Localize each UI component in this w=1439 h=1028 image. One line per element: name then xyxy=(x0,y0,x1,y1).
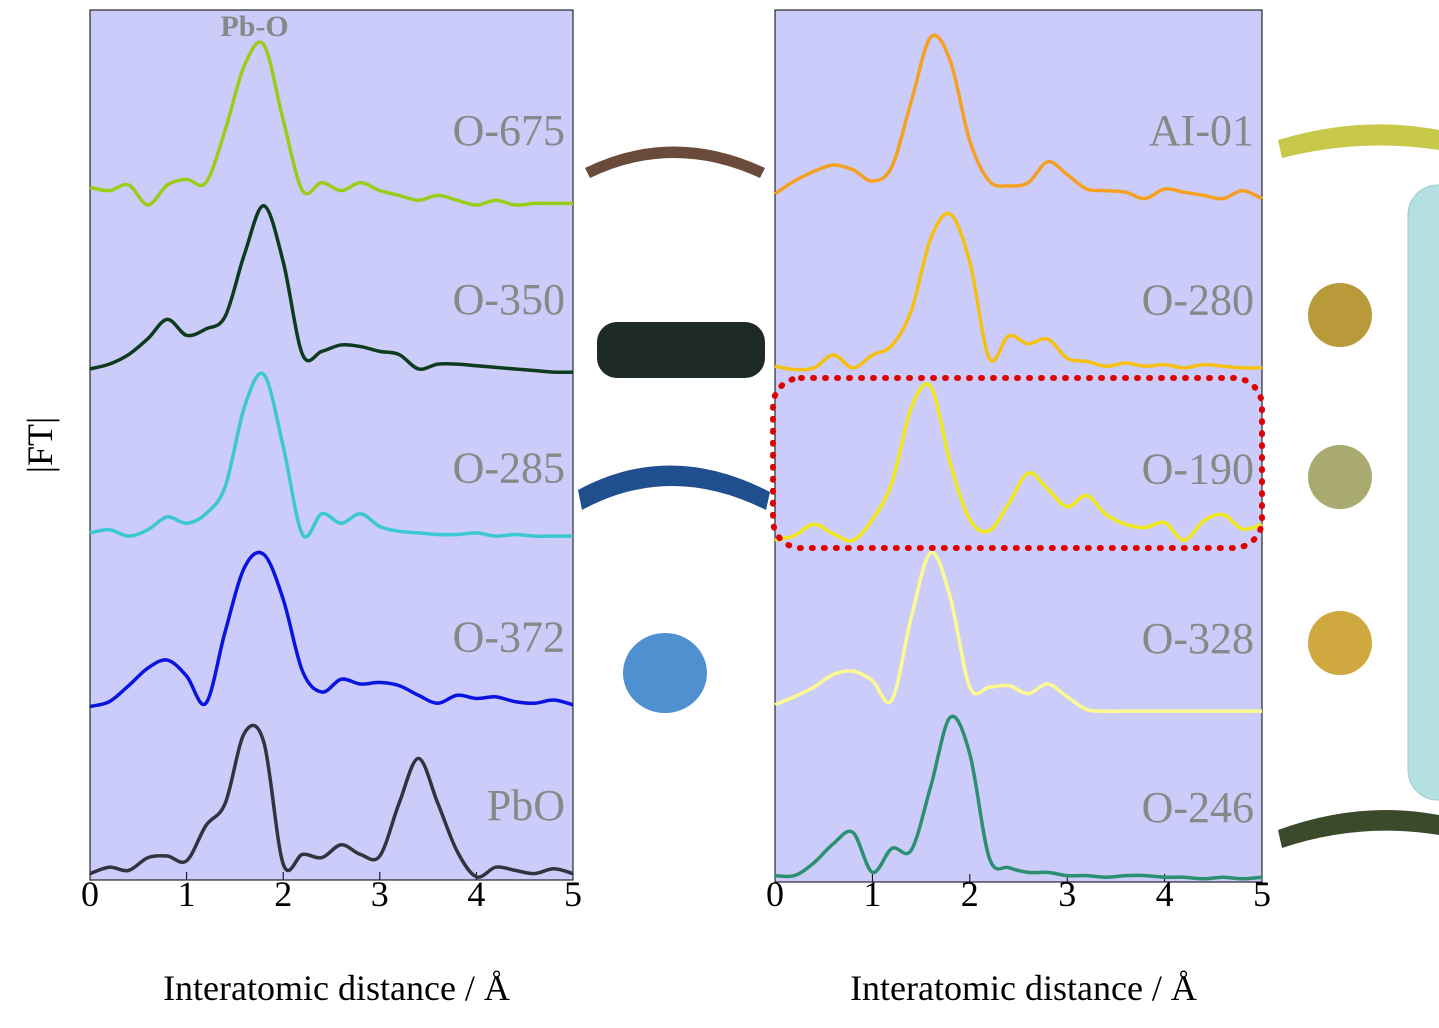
x-axis-label: Interatomic distance / Å xyxy=(163,968,510,1008)
ft-curve xyxy=(89,371,573,539)
x-tick-label: 0 xyxy=(766,874,784,914)
sample-photo xyxy=(1278,124,1439,158)
panel-background xyxy=(774,9,1263,883)
series-label: O-372 xyxy=(453,612,565,661)
series-label: O-246 xyxy=(1142,783,1254,832)
plot-layer: 0 1 2 3 4 5 Interatomic distance / Å |FT| Pb-O O-… xyxy=(20,10,1271,1008)
x-axis-label: Interatomic distance / Å xyxy=(850,968,1197,1008)
x-tick-label: 5 xyxy=(564,874,582,914)
ft-curve xyxy=(89,550,574,709)
x-tick-label: 4 xyxy=(1156,874,1174,914)
sample-photo xyxy=(597,322,765,378)
x-tick-label: 3 xyxy=(371,874,389,914)
sample-photo xyxy=(1308,445,1372,509)
x-tick-label: 2 xyxy=(274,874,292,914)
series-label: O-328 xyxy=(1142,614,1254,663)
series-label: O-190 xyxy=(1142,445,1254,494)
sample-photo xyxy=(578,465,770,510)
x-tick-label: 4 xyxy=(467,874,485,914)
sample-photo xyxy=(623,633,707,713)
sample-photo xyxy=(585,146,765,178)
x-tick-label: 1 xyxy=(863,874,881,914)
x-tick-label: 1 xyxy=(178,874,196,914)
ft-curve xyxy=(89,40,573,207)
ft-curve xyxy=(774,33,1263,201)
x-tick-label: 2 xyxy=(961,874,979,914)
series-label: O-350 xyxy=(453,275,565,324)
sample-photo xyxy=(1308,283,1372,347)
sample-photo xyxy=(1278,810,1439,848)
sample-photo xyxy=(1308,611,1372,675)
ft-curve xyxy=(89,723,574,879)
x-tick-label: 3 xyxy=(1058,874,1076,914)
series-label: AI-01 xyxy=(1149,106,1254,155)
ft-curve xyxy=(774,211,1263,372)
y-axis-label: |FT| xyxy=(20,417,60,473)
series-label: PbO xyxy=(487,781,565,830)
x-tick-label: 5 xyxy=(1253,874,1271,914)
annotation: Pb-O xyxy=(220,10,288,43)
ft-curve xyxy=(774,382,1263,543)
series-label: O-285 xyxy=(453,444,565,493)
panel-background xyxy=(89,9,574,881)
highlight-box xyxy=(770,375,1265,551)
series-label: O-280 xyxy=(1142,275,1254,324)
ft-curve xyxy=(774,714,1263,881)
series-label: O-675 xyxy=(453,106,565,155)
x-tick-label: 0 xyxy=(81,874,99,914)
ft-curve xyxy=(774,550,1262,714)
ft-curve xyxy=(89,204,574,375)
side-box xyxy=(1407,184,1439,801)
